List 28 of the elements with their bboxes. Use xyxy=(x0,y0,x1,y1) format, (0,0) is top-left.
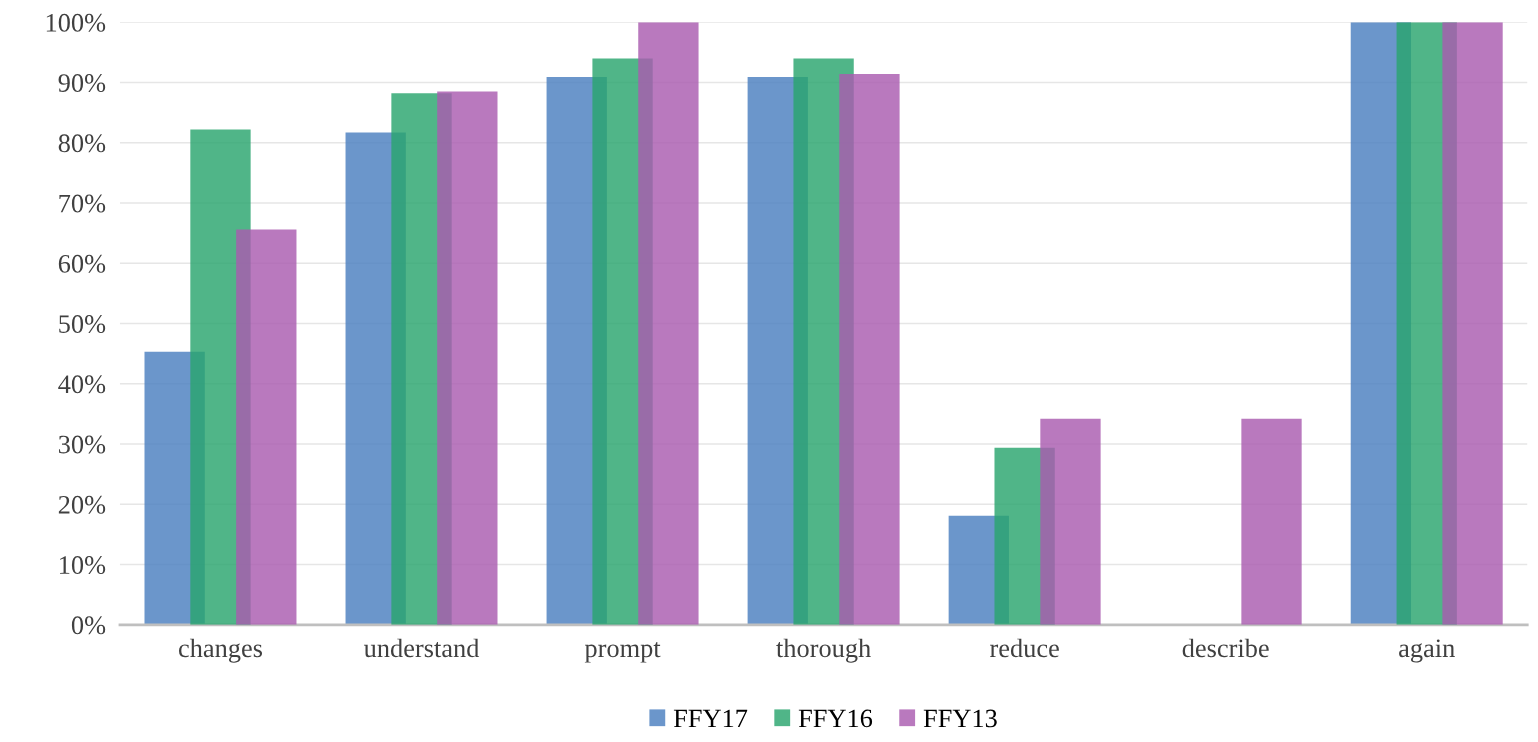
bar xyxy=(839,74,900,625)
x-tick-label: thorough xyxy=(776,638,871,663)
x-tick-label: changes xyxy=(178,638,263,663)
y-tick-label: 100% xyxy=(46,13,106,32)
y-tick-label: 20% xyxy=(58,495,106,514)
x-tick-label: describe xyxy=(1182,638,1269,658)
x-tick-label: prompt xyxy=(584,642,661,663)
y-tick-label: 70% xyxy=(59,194,106,213)
y-tick-label: 0% xyxy=(71,616,106,635)
y-tick-label: 40% xyxy=(58,375,106,394)
legend-label: FFY17 xyxy=(673,709,748,728)
x-tick-label: reduce xyxy=(990,638,1059,658)
x-tick-label: understand xyxy=(363,638,480,658)
legend-label: FFY13 xyxy=(923,709,997,728)
y-tick-label: 10% xyxy=(60,556,106,575)
bar xyxy=(236,229,297,625)
bar xyxy=(1442,22,1503,625)
bar xyxy=(437,91,498,625)
y-tick-label: 30% xyxy=(58,435,106,454)
y-tick-label: 50% xyxy=(59,315,106,334)
y-tick-label: 80% xyxy=(58,134,106,153)
bar xyxy=(638,22,699,625)
x-tick-label: again xyxy=(1399,639,1455,663)
y-tick-label: 60% xyxy=(58,254,106,273)
legend-label: FFY16 xyxy=(798,709,873,728)
y-tick-label: 90% xyxy=(58,74,106,93)
bar xyxy=(1241,418,1302,625)
bar xyxy=(1040,418,1101,625)
